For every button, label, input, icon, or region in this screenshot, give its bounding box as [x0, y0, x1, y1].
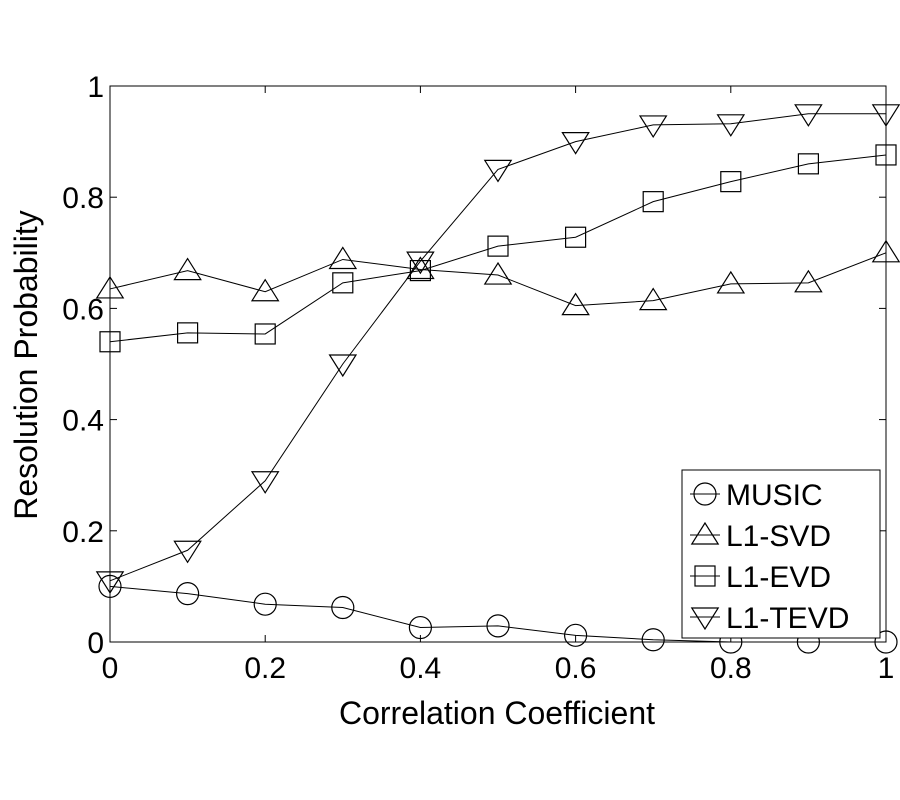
y-tick-label: 1 — [87, 71, 104, 104]
data-point-music — [253, 592, 277, 616]
data-point-music — [874, 630, 898, 654]
data-point-l1-evd — [332, 272, 354, 294]
legend: MUSIC L1-SVD L1-EVD L1-TEVD — [681, 469, 881, 639]
series-l1-evd — [99, 144, 897, 353]
data-point-l1-svd — [716, 270, 746, 294]
x-tick-label: 1 — [878, 652, 895, 685]
series-layer — [95, 104, 900, 654]
y-tick-label: 0.4 — [62, 405, 104, 438]
data-point-l1-evd — [642, 191, 664, 213]
x-tick-label: 0.4 — [400, 652, 442, 685]
data-point-l1-tevd — [794, 104, 823, 127]
legend-marker-l1-tevd — [690, 607, 720, 631]
series-line-music — [109, 585, 886, 643]
x-axis-title: Correlation Coefficient — [339, 695, 655, 731]
series-l1-tevd — [95, 104, 900, 594]
tick-labels: 0 0.2 0.4 0.6 0.8 1 0 0.2 0.4 0.6 0.8 1 — [62, 71, 894, 685]
data-point-l1-tevd — [716, 114, 746, 137]
plot-border — [109, 85, 887, 643]
data-point-l1-evd — [177, 322, 199, 344]
series-line-l1-evd — [109, 154, 887, 343]
legend-label-l1-evd: L1-EVD — [726, 561, 831, 594]
data-point-l1-evd — [254, 323, 276, 345]
data-point-l1-evd — [720, 171, 742, 193]
data-point-l1-tevd — [95, 571, 125, 594]
data-point-l1-svd — [406, 256, 435, 280]
legend-marker-l1-evd — [694, 565, 716, 587]
y-tick-label: 0.6 — [62, 293, 104, 326]
data-point-l1-evd — [564, 226, 587, 248]
data-point-l1-tevd — [561, 132, 590, 155]
data-point-music — [408, 615, 432, 640]
data-point-l1-svd — [871, 239, 900, 263]
data-point-l1-svd — [250, 278, 280, 302]
legend-label-music: MUSIC — [726, 479, 823, 512]
data-point-music — [563, 623, 588, 647]
series-music — [98, 574, 898, 654]
x-tick-label: 0.2 — [244, 652, 286, 685]
y-tick-label: 0.2 — [62, 516, 104, 549]
data-point-l1-svd — [561, 292, 590, 316]
data-point-l1-svd — [638, 287, 668, 311]
data-point-music — [641, 628, 665, 652]
legend-marker-l1-svd — [690, 521, 720, 545]
data-point-l1-evd — [487, 235, 509, 257]
data-point-music — [486, 614, 510, 638]
series-line-l1-tevd — [109, 113, 886, 582]
data-point-l1-tevd — [406, 251, 435, 275]
legend-label-l1-tevd: L1-TEVD — [726, 602, 849, 635]
data-point-l1-tevd — [328, 354, 358, 378]
data-point-l1-tevd — [173, 540, 202, 564]
data-point-l1-evd — [875, 144, 897, 166]
data-point-l1-svd — [483, 261, 513, 285]
data-point-music — [331, 595, 355, 620]
plot-area — [109, 85, 887, 643]
series-line-l1-svd — [109, 252, 887, 307]
data-point-l1-tevd — [871, 104, 900, 127]
data-point-l1-tevd — [250, 471, 280, 494]
axis-ticks — [109, 85, 887, 643]
series-l1-svd — [95, 239, 900, 316]
data-point-l1-tevd — [483, 159, 513, 183]
legend-label-l1-svd: L1-SVD — [726, 520, 831, 553]
data-point-music — [176, 582, 200, 606]
y-tick-label: 0 — [87, 627, 104, 660]
legend-marker-music — [693, 482, 717, 506]
data-point-l1-svd — [794, 269, 823, 293]
x-tick-label: 0.6 — [555, 652, 597, 685]
data-point-l1-evd — [797, 153, 820, 175]
x-tick-label: 0 — [102, 652, 119, 685]
x-tick-label: 0.8 — [710, 652, 752, 685]
data-point-l1-evd — [99, 331, 121, 353]
data-point-l1-svd — [173, 257, 202, 281]
y-tick-label: 0.8 — [62, 182, 104, 215]
data-point-l1-tevd — [638, 115, 668, 139]
data-point-l1-svd — [95, 275, 125, 299]
data-point-l1-svd — [328, 246, 358, 270]
y-axis-title: Resolution Probability — [8, 210, 44, 520]
data-point-music — [98, 574, 122, 599]
